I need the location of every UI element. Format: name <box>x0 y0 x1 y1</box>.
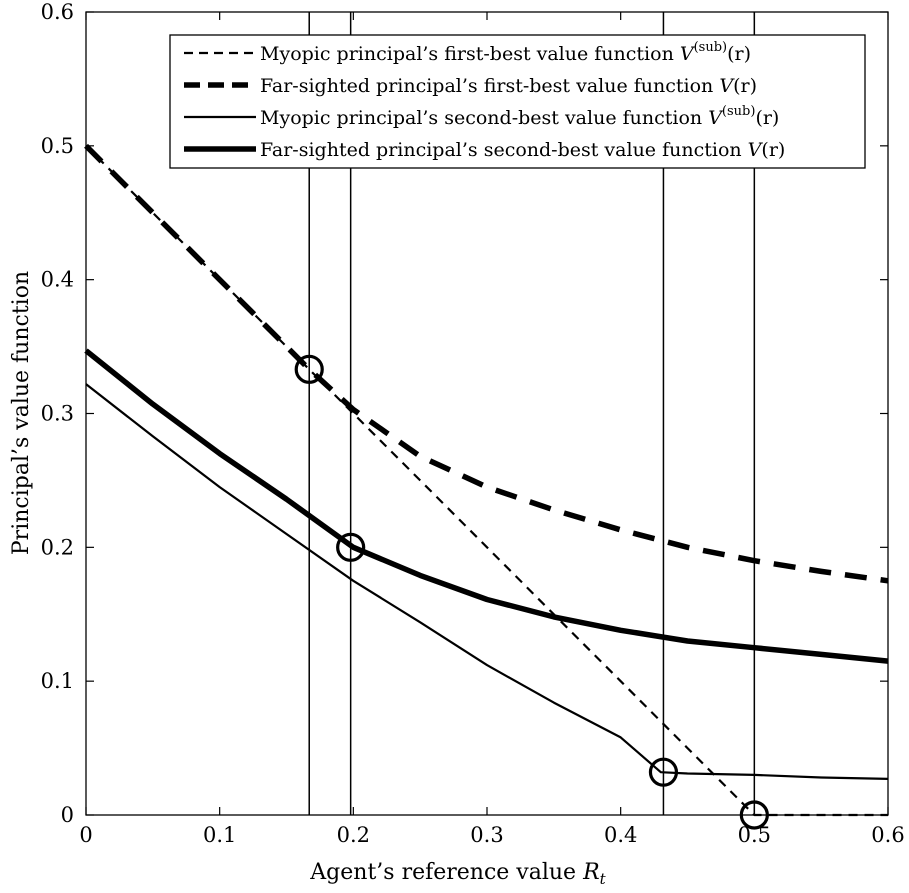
series-line-3 <box>84 348 889 664</box>
y-axis-label: Principal’s value function <box>9 271 34 555</box>
y-tick-label: 0.5 <box>41 134 74 158</box>
legend-entry-1: Far-sighted principal’s first-best value… <box>260 75 757 97</box>
x-axis-label: Agent’s reference value Rt <box>309 860 606 888</box>
y-tick-label: 0.6 <box>41 0 74 24</box>
series-line-0 <box>85 145 888 817</box>
y-tick-label: 0.2 <box>41 535 74 559</box>
threshold-marker-2 <box>648 757 679 787</box>
legend: Myopic principal’s first-best value func… <box>169 34 866 169</box>
y-tick-label: 0 <box>61 803 74 827</box>
x-tick-label: 0.3 <box>470 823 503 847</box>
x-tick-label: 0.6 <box>871 823 904 847</box>
legend-box <box>169 34 866 169</box>
legend-entry-3: Far-sighted principal’s second-best valu… <box>260 139 785 161</box>
x-tick-label: 0 <box>79 823 92 847</box>
x-tick-label: 0.2 <box>337 823 370 847</box>
threshold-marker-1 <box>336 532 366 562</box>
legend-entry-0: Myopic principal’s first-best value func… <box>260 40 751 65</box>
axis-ticks: 0 0.1 0.2 0.3 0.4 0.5 0.6 0 0.1 0.2 0.3 0.4 0.5 0.6 <box>41 0 905 847</box>
y-tick-label: 0.1 <box>41 669 74 693</box>
y-tick-label: 0.3 <box>41 402 74 426</box>
legend-entry-2: Myopic principal’s second-best value fun… <box>260 104 779 129</box>
series-line-1 <box>84 143 889 584</box>
x-tick-label: 0.4 <box>604 823 637 847</box>
threshold-marker-0 <box>294 354 324 384</box>
y-tick-label: 0.4 <box>41 268 74 292</box>
x-tick-label: 0.1 <box>203 823 236 847</box>
x-tick-label: 0.5 <box>738 823 771 847</box>
series-line-2 <box>85 383 889 780</box>
